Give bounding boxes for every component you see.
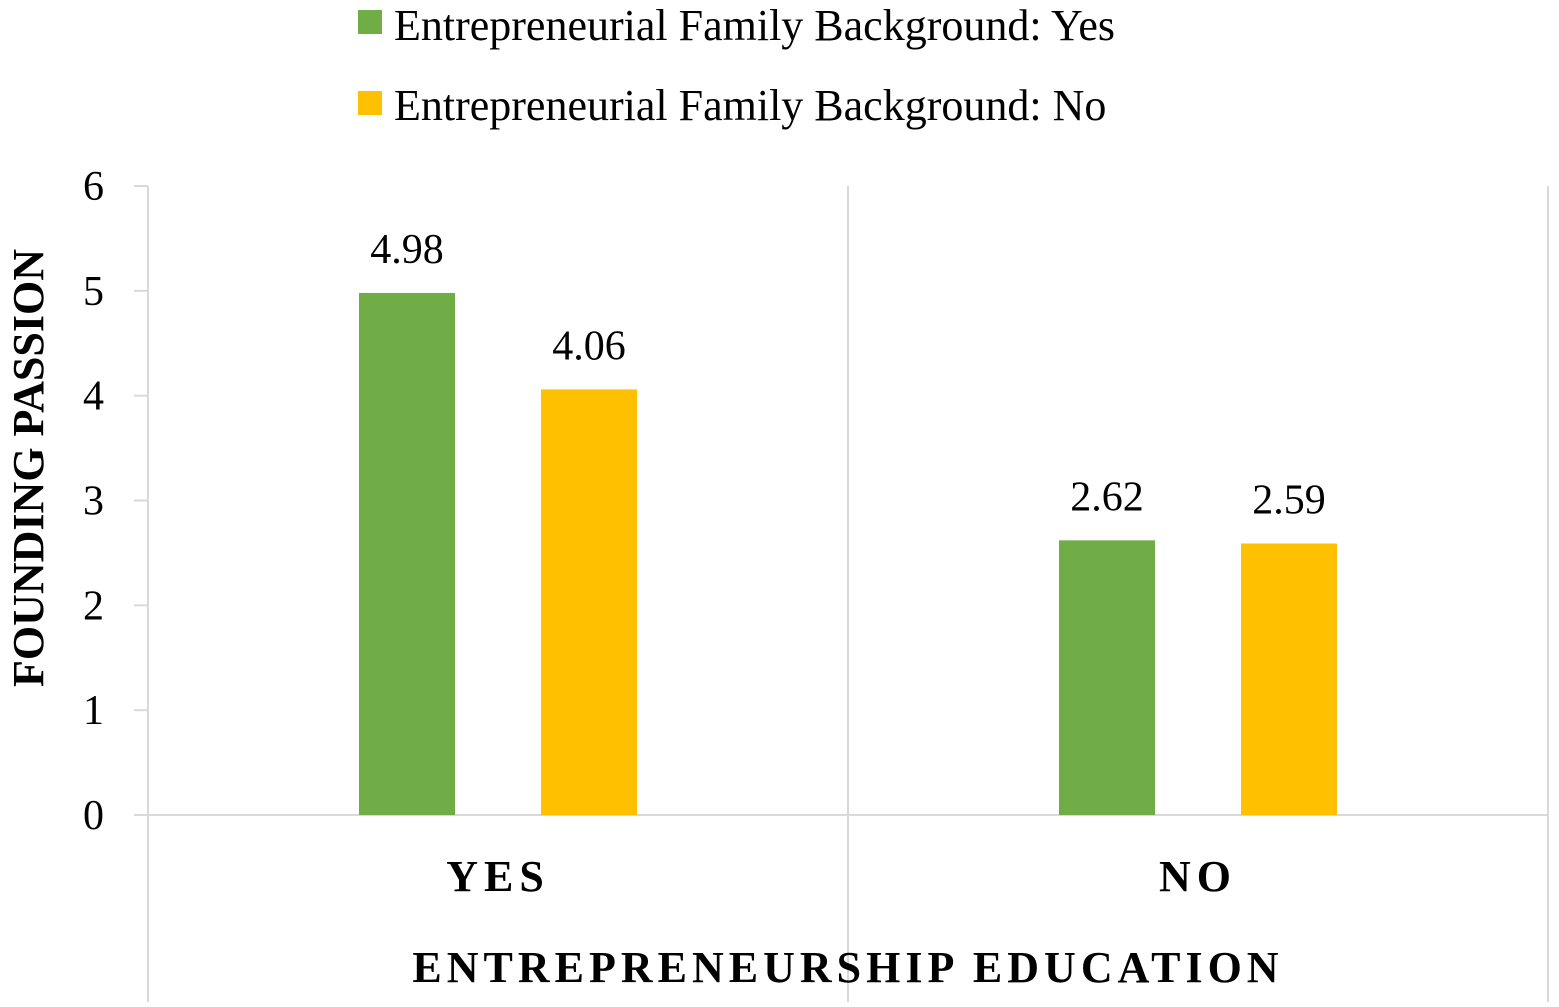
- y-axis-title: FOUNDING PASSION: [4, 249, 53, 687]
- category-labels: YES NO: [446, 852, 1237, 901]
- y-tick-label: 6: [83, 164, 104, 210]
- data-label: 2.59: [1252, 477, 1326, 523]
- legend: Entrepreneurial Family Background: Yes E…: [358, 1, 1115, 130]
- y-tick-label: 1: [83, 688, 104, 734]
- legend-label-series-1: Entrepreneurial Family Background: Yes: [394, 1, 1115, 50]
- y-tick-label: 0: [83, 793, 104, 839]
- bar-no-series-2: [1241, 543, 1337, 815]
- y-tick-label: 4: [83, 374, 104, 420]
- data-label: 2.62: [1070, 474, 1144, 520]
- legend-swatch-series-2: [358, 91, 382, 115]
- legend-swatch-series-1: [358, 10, 382, 34]
- bar-yes-series-2: [541, 389, 637, 815]
- x-axis-title: ENTREPRENEURSHIP EDUCATION: [412, 943, 1283, 992]
- category-label-no: NO: [1159, 852, 1237, 901]
- category-label-yes: YES: [446, 852, 550, 901]
- data-label: 4.06: [552, 323, 626, 369]
- y-tick-label: 2: [83, 583, 104, 629]
- y-tick-labels: 0 1 2 3 4 5 6: [83, 164, 104, 839]
- data-label: 4.98: [370, 227, 444, 273]
- bar-yes-series-1: [359, 292, 455, 815]
- bars: [359, 292, 1337, 815]
- legend-label-series-2: Entrepreneurial Family Background: No: [394, 81, 1106, 130]
- y-tick-label: 3: [83, 479, 104, 525]
- data-labels: 4.98 4.06 2.62 2.59: [370, 227, 1326, 524]
- y-tick-label: 5: [83, 269, 104, 315]
- bar-no-series-1: [1059, 540, 1155, 815]
